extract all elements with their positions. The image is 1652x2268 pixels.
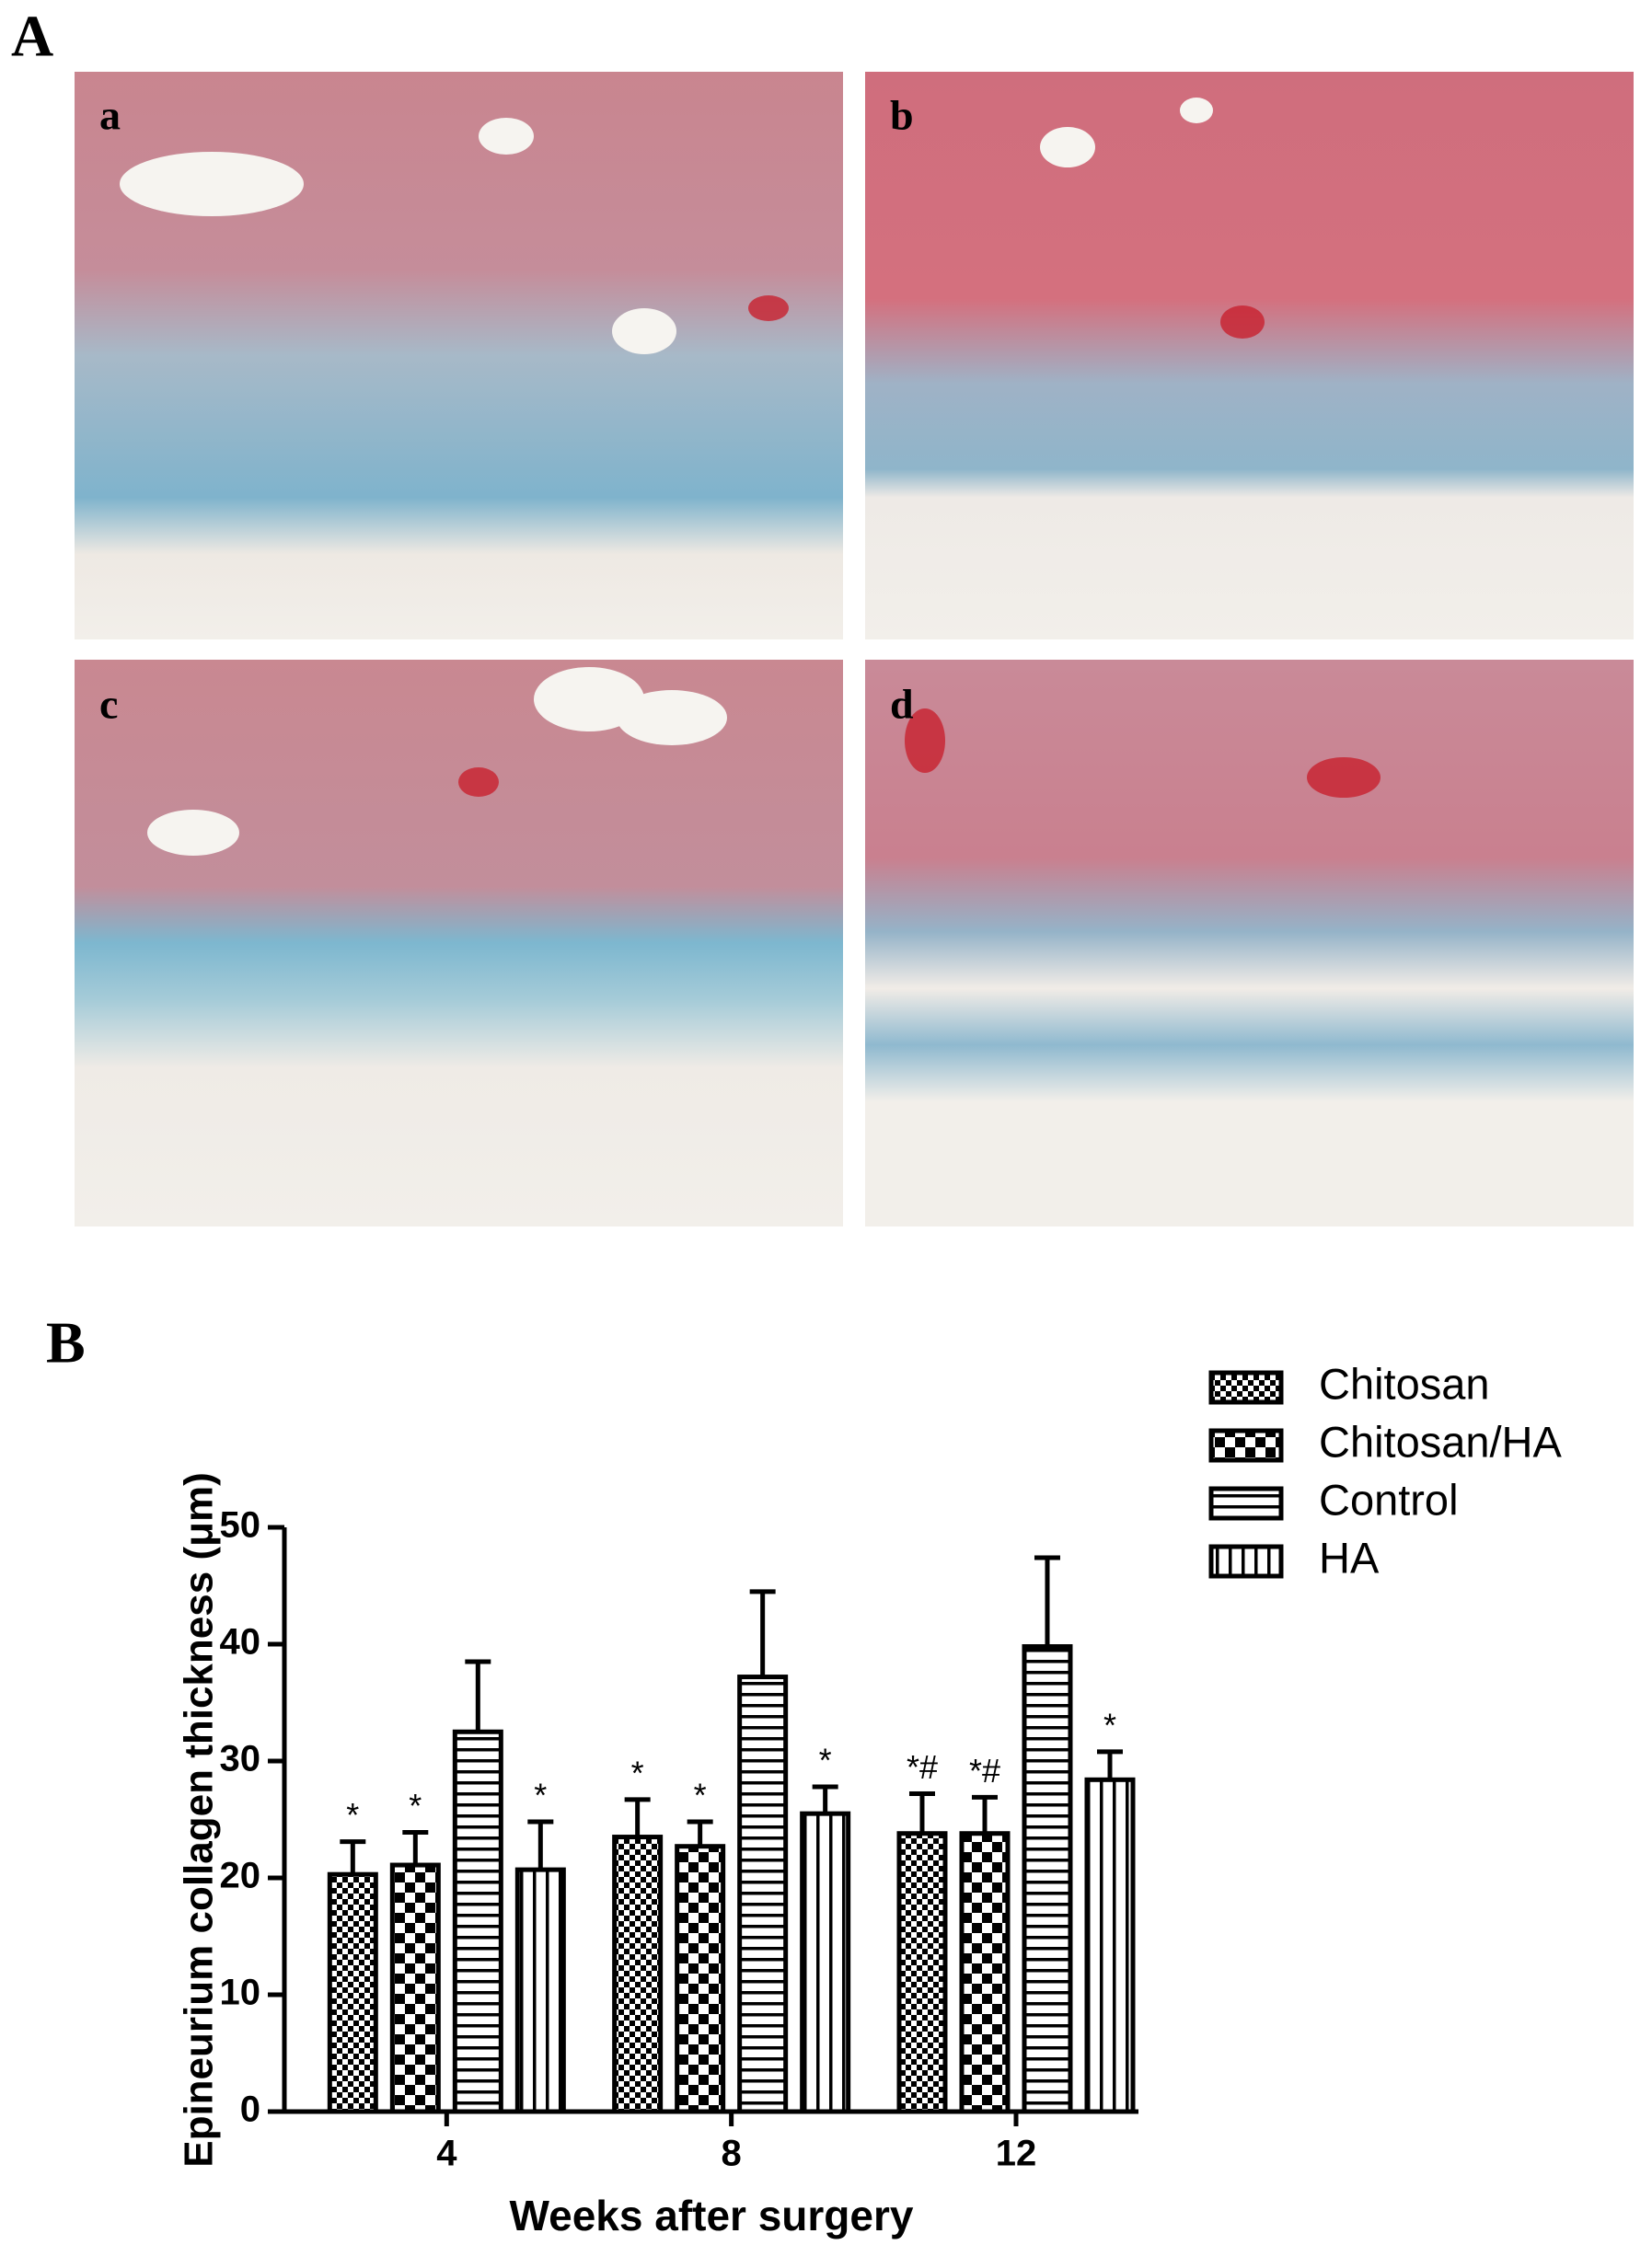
panel-label: B — [46, 1310, 86, 1376]
image-label: b — [890, 92, 914, 139]
bar — [675, 1844, 726, 2114]
significance-label: *# — [969, 1752, 1000, 1790]
legend-swatch — [1208, 1428, 1284, 1463]
stain-spots — [458, 295, 1381, 798]
y-tick-label: 10 — [220, 1973, 261, 2013]
image-label: c — [99, 681, 118, 728]
image-label: d — [890, 681, 914, 728]
significance-label: * — [819, 1741, 832, 1779]
x-tick-label: 8 — [722, 2134, 742, 2174]
y-axis-title: Epineurium collagen thickness (μm) — [177, 1472, 222, 2168]
bar — [514, 1867, 566, 2114]
y-tick-label: 30 — [220, 1739, 261, 1779]
y-tick-label: 0 — [240, 2090, 260, 2130]
bar — [959, 1831, 1011, 2114]
image-label: a — [99, 92, 121, 139]
legend-label: Control — [1319, 1475, 1459, 1524]
significance-label: * — [1103, 1706, 1116, 1744]
micrograph — [865, 72, 1634, 639]
bar — [452, 1729, 503, 2114]
significance-label: * — [534, 1777, 547, 1814]
legend-label: Chitosan/HA — [1319, 1417, 1562, 1466]
y-tick-label: 20 — [220, 1856, 261, 1896]
y-tick-label: 50 — [220, 1505, 261, 1546]
y-tick-label: 40 — [220, 1622, 261, 1663]
x-tick-label: 12 — [996, 2134, 1037, 2174]
tissue-gaps — [120, 98, 1213, 856]
significance-label: *# — [907, 1748, 938, 1786]
bar — [800, 1811, 851, 2114]
significance-label: * — [346, 1796, 359, 1834]
bar — [737, 1675, 789, 2114]
bar — [389, 1862, 441, 2114]
bar — [896, 1831, 948, 2114]
significance-label: * — [694, 1777, 707, 1814]
legend-swatch — [1208, 1544, 1284, 1579]
micrograph — [865, 660, 1634, 1226]
x-tick-label: 4 — [436, 2134, 457, 2174]
significance-label: * — [409, 1787, 422, 1825]
bar — [612, 1835, 664, 2114]
bar — [327, 1871, 378, 2114]
significance-label: * — [631, 1754, 644, 1791]
legend-swatch — [1208, 1370, 1284, 1405]
micrograph — [75, 660, 843, 1226]
legend-label: HA — [1319, 1533, 1380, 1582]
panel-label: A — [11, 4, 53, 69]
legend-label: Chitosan — [1319, 1359, 1490, 1408]
legend-swatch — [1208, 1486, 1284, 1521]
x-axis-title: Weeks after surgery — [510, 2192, 914, 2239]
bar — [1084, 1777, 1136, 2114]
bar — [1022, 1644, 1073, 2114]
